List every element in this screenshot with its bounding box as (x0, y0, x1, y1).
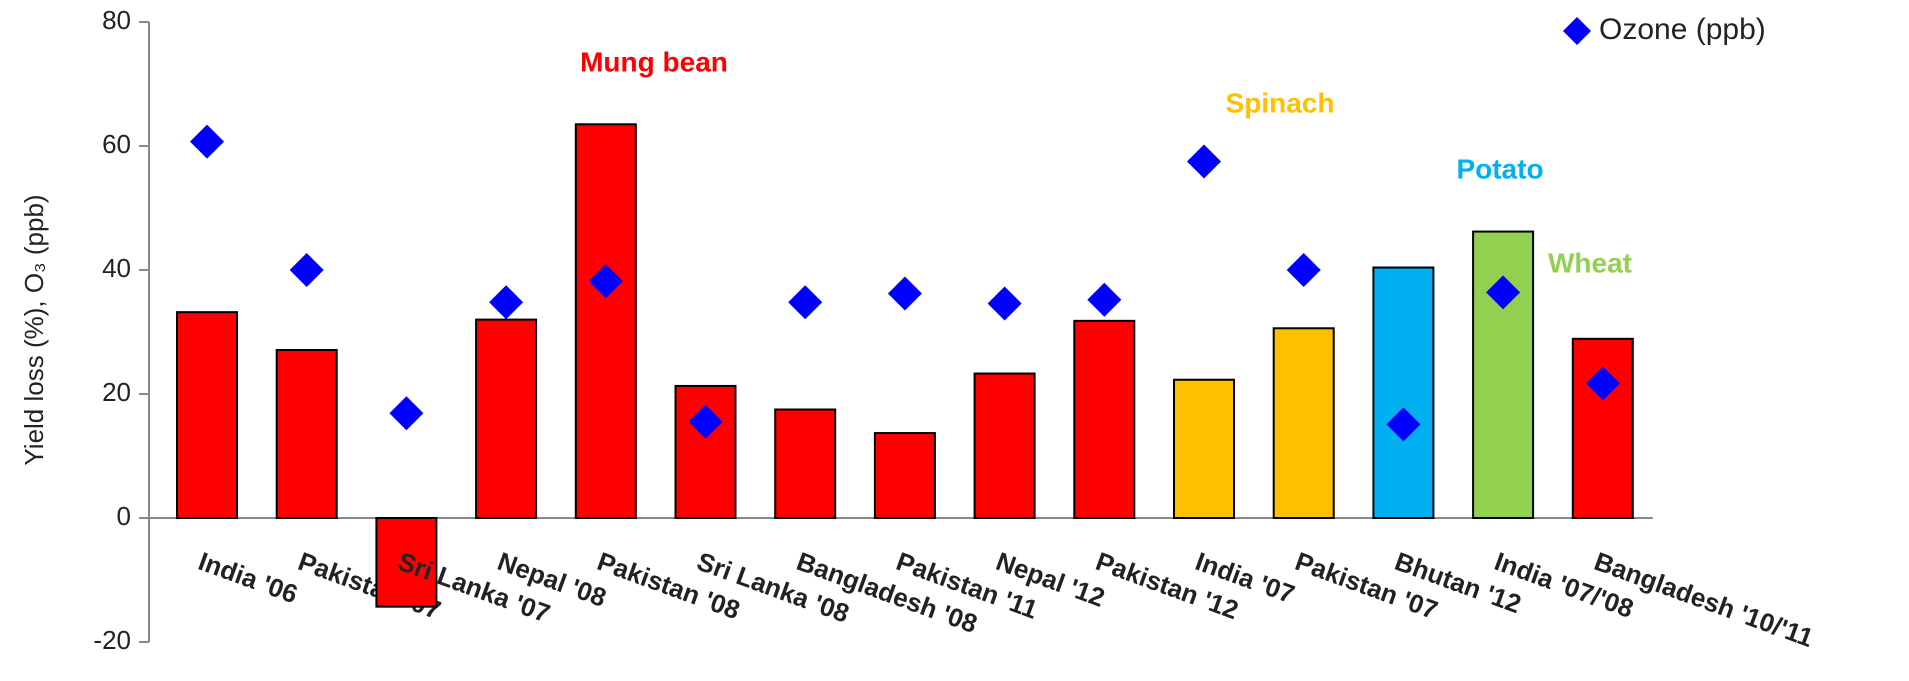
bar (275, 348, 338, 520)
y-tick-label: 80 (102, 5, 131, 35)
bar (1472, 230, 1535, 519)
bar (1173, 378, 1235, 519)
ozone-marker (1486, 275, 1521, 310)
bar (1073, 319, 1136, 519)
ozone-marker (489, 285, 524, 320)
y-tick-label: -20 (93, 625, 131, 655)
bar (1372, 266, 1435, 519)
ozone-marker (190, 124, 224, 159)
y-tick-label: 60 (102, 129, 131, 159)
y-axis-label: Yield loss (%), O₃ (ppb) (19, 194, 49, 465)
bar (1571, 337, 1634, 519)
x-tick-label: India '06 (195, 546, 302, 609)
bar (375, 517, 438, 608)
ozone-marker (688, 404, 723, 439)
ozone-marker (1286, 253, 1321, 287)
bar (1272, 327, 1335, 519)
bar (873, 432, 936, 519)
bar (574, 123, 637, 520)
annotation: Wheat (1548, 247, 1632, 278)
ozone-marker (588, 264, 623, 299)
annotation: Mung bean (580, 46, 728, 77)
ozone-marker (1087, 282, 1122, 317)
bar (774, 408, 837, 519)
ozone-marker (1187, 144, 1221, 179)
annotation: Potato (1456, 153, 1543, 184)
bar (973, 372, 1036, 520)
y-tick-label: 20 (102, 377, 131, 407)
ozone-marker (1386, 407, 1421, 442)
ozone-marker (389, 396, 424, 431)
ozone-marker (887, 276, 922, 311)
y-tick-label: 40 (102, 253, 131, 283)
bar (176, 311, 238, 519)
legend-label: Ozone (ppb) (1599, 13, 1766, 46)
bar (475, 318, 538, 519)
ozone-marker (987, 286, 1022, 321)
ozone-marker (788, 285, 823, 320)
ozone-marker (289, 253, 324, 287)
legend-marker (1563, 17, 1591, 45)
y-tick-label: 0 (117, 501, 131, 531)
ozone-marker (1585, 366, 1620, 401)
annotation: Spinach (1226, 87, 1335, 118)
